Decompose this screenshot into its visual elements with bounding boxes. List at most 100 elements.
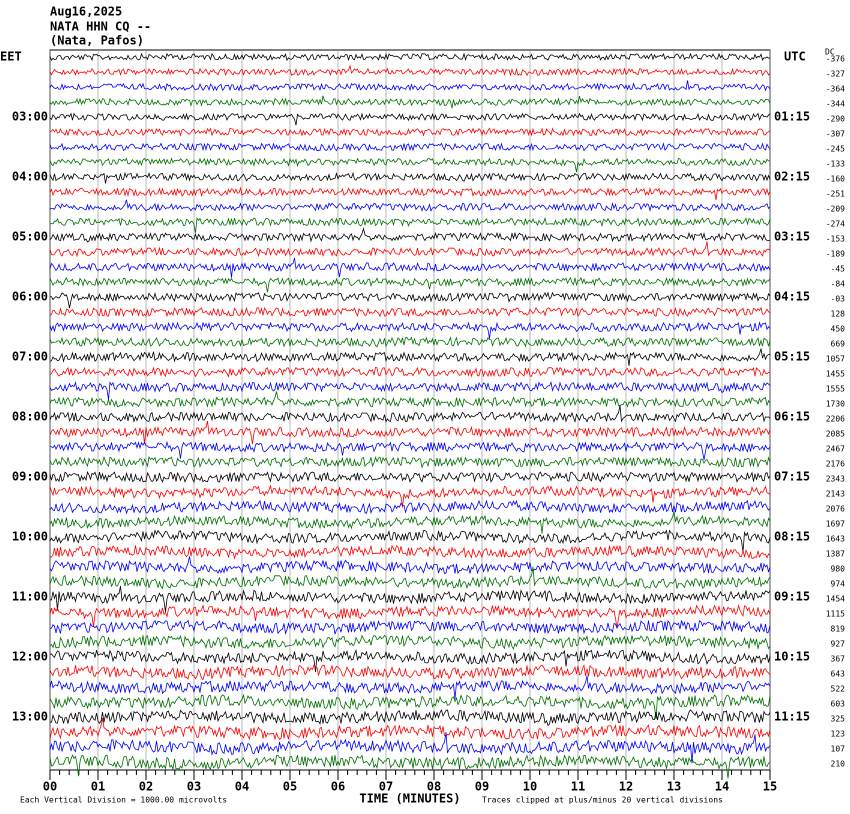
x-tick-label: 09 <box>475 780 489 794</box>
right-time-label: 02:15 <box>774 170 810 184</box>
trace <box>49 455 771 469</box>
right-time-label: 01:15 <box>774 110 810 124</box>
dc-offset: 2076 <box>826 505 845 514</box>
left-time-label: 10:00 <box>12 530 48 544</box>
right-time-label: 11:15 <box>774 710 810 724</box>
trace <box>49 321 771 339</box>
left-time-label: 03:00 <box>12 110 48 124</box>
dc-offset: 325 <box>831 715 846 724</box>
x-tick-label: 14 <box>715 780 729 794</box>
dc-offset: 2085 <box>826 430 845 439</box>
trace <box>49 405 771 424</box>
dc-offset: -160 <box>826 175 845 184</box>
dc-offset: 2343 <box>826 475 845 484</box>
trace <box>50 709 771 727</box>
right-time-label: 07:15 <box>774 470 810 484</box>
dc-offset: -364 <box>826 85 845 94</box>
trace <box>49 186 771 200</box>
dc-offset: 1057 <box>826 355 845 364</box>
x-tick-label: 05 <box>283 780 297 794</box>
left-time-label: 11:00 <box>12 590 48 604</box>
x-tick-label: 11 <box>571 780 585 794</box>
dc-offset: -209 <box>826 205 845 214</box>
dc-offset: -376 <box>826 55 845 64</box>
x-tick-label: 13 <box>667 780 681 794</box>
dc-offset: 980 <box>831 565 846 574</box>
trace <box>49 157 771 173</box>
dc-offset: 2176 <box>826 460 845 469</box>
dc-offset: 450 <box>831 325 846 334</box>
dc-offset: 522 <box>831 685 846 694</box>
dc-offset: 1387 <box>826 550 845 559</box>
dc-offset: -245 <box>826 145 845 154</box>
x-tick-label: 02 <box>139 780 153 794</box>
dc-offset: -290 <box>826 115 845 124</box>
trace <box>49 171 771 184</box>
dc-offset: 643 <box>831 670 846 679</box>
trace <box>49 348 771 366</box>
trace <box>49 604 771 629</box>
dc-offset: 1730 <box>826 400 845 409</box>
dc-offset: -327 <box>826 70 845 79</box>
trace <box>49 693 771 720</box>
left-time-label: 07:00 <box>12 350 48 364</box>
right-time-label: 10:15 <box>774 650 810 664</box>
trace <box>49 499 771 515</box>
header-location: (Nata, Pafos) <box>50 34 144 48</box>
x-tick-label: 07 <box>379 780 393 794</box>
trace <box>49 291 771 309</box>
trace <box>49 619 771 635</box>
dc-offset: -84 <box>831 280 846 289</box>
dc-offset: 669 <box>831 340 846 349</box>
trace <box>49 112 771 126</box>
dc-offset: 1555 <box>826 385 845 394</box>
trace <box>49 586 771 612</box>
trace <box>49 241 771 258</box>
trace <box>49 754 771 779</box>
trace <box>49 257 771 278</box>
x-tick-label: 08 <box>427 780 441 794</box>
dc-offset: 2206 <box>826 415 845 424</box>
trace <box>49 484 771 508</box>
trace <box>49 391 771 408</box>
trace <box>49 664 771 681</box>
dc-offset: 1454 <box>826 595 845 604</box>
trace <box>49 127 771 137</box>
trace <box>49 648 771 673</box>
dc-offset: 367 <box>831 655 846 664</box>
dc-offset: 2467 <box>826 445 845 454</box>
x-tick-label: 12 <box>619 780 633 794</box>
offset-title: DC <box>825 48 835 57</box>
dc-offset: 1643 <box>826 535 845 544</box>
clip-note: Traces clipped at plus/minus 20 vertical… <box>482 796 723 805</box>
right-time-label: 09:15 <box>774 590 810 604</box>
dc-offset: 2143 <box>826 490 845 499</box>
scale-note: Each Vertical Division = 1000.00 microvo… <box>20 796 227 805</box>
x-tick-label: 01 <box>91 780 105 794</box>
dc-offset: -189 <box>826 250 845 259</box>
trace <box>49 64 771 77</box>
trace <box>49 217 771 233</box>
dc-offset: 1455 <box>826 370 845 379</box>
x-tick-label: 15 <box>763 780 777 794</box>
dc-offset: 1115 <box>826 610 845 619</box>
dc-offset: -45 <box>831 265 846 274</box>
trace <box>49 336 771 348</box>
dc-offset: -307 <box>826 130 845 139</box>
trace <box>49 420 771 445</box>
trace <box>49 80 771 92</box>
trace <box>49 276 771 293</box>
trace <box>49 440 771 461</box>
trace <box>49 366 771 378</box>
trace <box>49 634 771 650</box>
dc-offset: 128 <box>831 310 846 319</box>
dc-offset: -03 <box>831 295 846 304</box>
dc-offset: 210 <box>831 760 846 769</box>
trace <box>49 226 770 243</box>
dc-offset: -274 <box>826 220 845 229</box>
trace <box>49 544 771 560</box>
left-time-label: 08:00 <box>12 410 48 424</box>
left-time-label: 06:00 <box>12 290 48 304</box>
dc-offset: 603 <box>831 700 846 709</box>
dc-offset: 819 <box>831 625 846 634</box>
